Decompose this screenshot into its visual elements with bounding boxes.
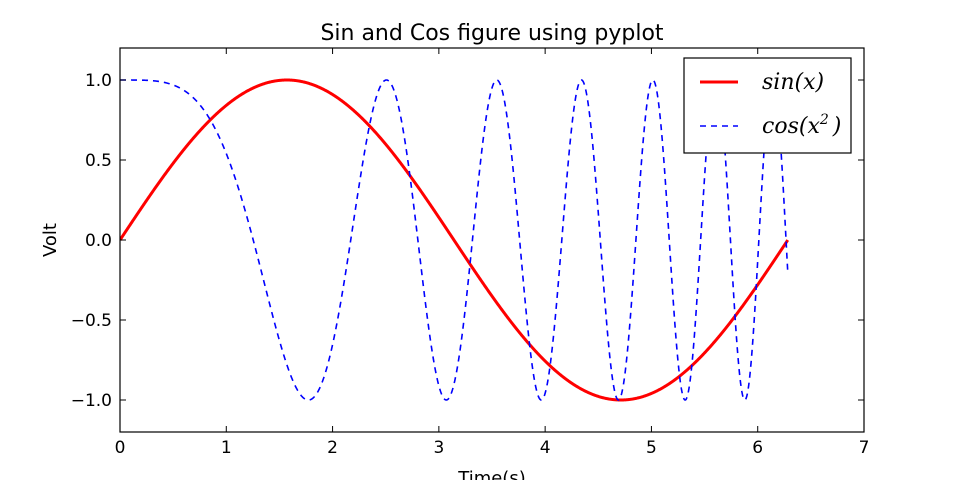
legend-label-sin: sin(x) bbox=[762, 70, 824, 95]
legend-label-cos-tail: ) bbox=[832, 114, 842, 139]
legend-label-cos: cos(x2) bbox=[762, 112, 841, 139]
series-line-cos bbox=[120, 79, 789, 401]
x-tick-label: 4 bbox=[540, 438, 551, 458]
series-layer bbox=[120, 78, 790, 402]
x-tick-label: 5 bbox=[646, 438, 657, 458]
x-tick-label: 7 bbox=[859, 438, 870, 458]
x-tick-label: 3 bbox=[433, 438, 444, 458]
x-tick-label: 0 bbox=[115, 438, 126, 458]
y-tick-label: 1.0 bbox=[85, 71, 112, 91]
plot-area: 0 1 2 3 4 5 6 7 −1.0 −0.5 0.0 0.5 1.0 bbox=[71, 47, 870, 458]
x-tick-label: 6 bbox=[752, 438, 763, 458]
y-tick-label: 0.5 bbox=[85, 151, 112, 171]
chart-title: Sin and Cos figure using pyplot bbox=[320, 21, 663, 46]
legend-label-sin-text: sin(x) bbox=[762, 70, 824, 95]
y-tick-label: −1.0 bbox=[71, 391, 112, 411]
legend: sin(x) cos(x2) bbox=[683, 57, 852, 154]
legend-label-cos-base: cos(x bbox=[762, 114, 820, 139]
legend-label-cos-sup: 2 bbox=[819, 112, 829, 128]
ticks-layer: 0 1 2 3 4 5 6 7 −1.0 −0.5 0.0 0.5 1.0 bbox=[71, 48, 870, 458]
x-tick-label: 1 bbox=[221, 438, 232, 458]
y-tick-label: 0.0 bbox=[85, 231, 112, 251]
legend-box bbox=[683, 57, 852, 154]
x-axis-label: Time(s) bbox=[457, 468, 525, 480]
x-tick-label: 2 bbox=[327, 438, 338, 458]
series-line-sin bbox=[120, 78, 790, 402]
y-tick-label: −0.5 bbox=[71, 311, 112, 331]
y-axis-label: Volt bbox=[40, 223, 61, 257]
